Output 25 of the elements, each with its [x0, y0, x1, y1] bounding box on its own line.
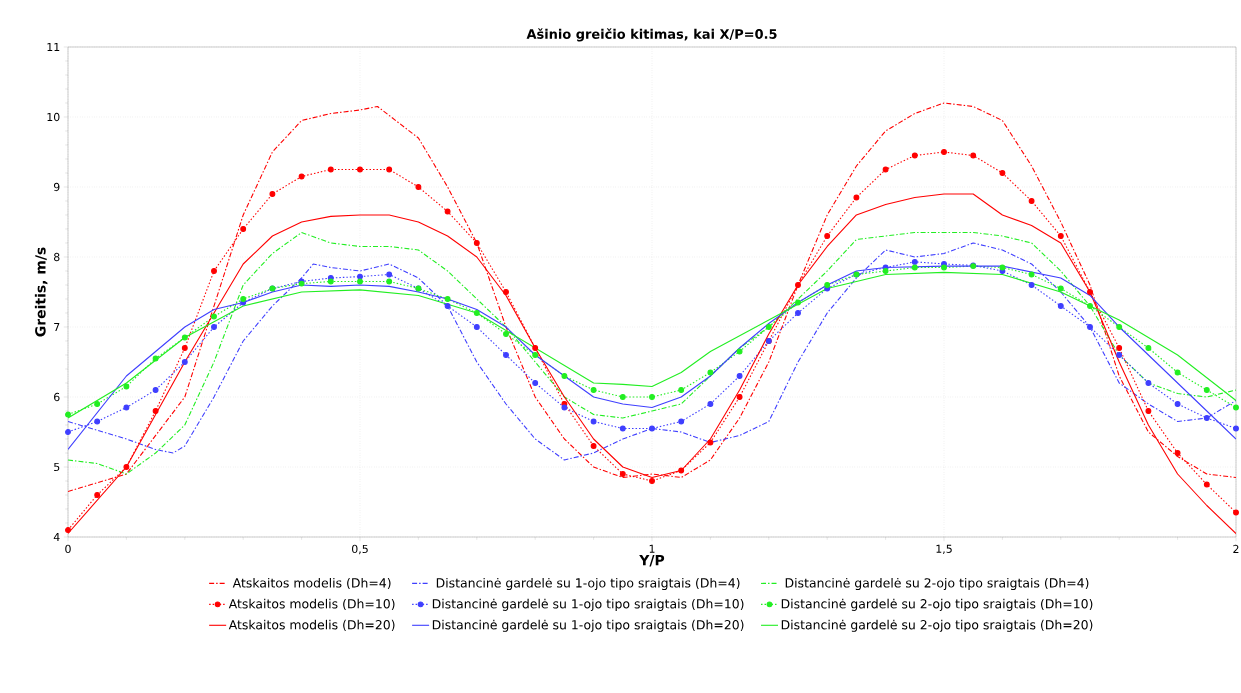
y-axis-title: Greitis, m/s: [34, 247, 48, 337]
x-axis-title: Y/P: [639, 555, 665, 567]
x-tick-label: 2: [1233, 544, 1239, 553]
y-tick-label: 10: [47, 112, 60, 122]
chart-title: Ašinio greičio kitimas, kai X/P=0.5: [526, 28, 777, 42]
x-tick-label: 0: [65, 544, 71, 554]
legend-label: Atskaitos modelis (Dh=4): [232, 577, 391, 590]
legend-label: Distancinė gardelė su 2-ojo tipo sraigtais (Dh=4): [785, 577, 1089, 590]
legend-label: Distancinė gardelė su 2-ojo tipo sraigtais (Dh=10): [781, 598, 1093, 611]
legend-label: Atskaitos modelis (Dh=20): [228, 619, 395, 631]
x-tick-label: 1: [649, 544, 655, 553]
y-tick-label: 5: [54, 462, 60, 472]
legend-label: Distancinė gardelė su 2-ojo tipo sraigtais (Dh=20): [781, 619, 1093, 632]
y-tick-label: 8: [54, 252, 60, 262]
x-tick-label: 0,5: [352, 544, 368, 555]
legend-label: Distancinė gardelė su 1-ojo tipo sraigtais (Dh=10): [432, 598, 744, 611]
y-tick-label: 9: [53, 182, 60, 192]
y-tick-label: 11: [47, 43, 60, 51]
y-tick-label: 7: [54, 323, 60, 331]
y-tick-label: 4: [53, 533, 60, 541]
legend-label: Distancinė gardelė su 1-ojo tipo sraigtais (Dh=20): [432, 619, 744, 632]
x-tick-label: 1,5: [936, 544, 952, 555]
legend-label: Distancinė gardelė su 1-ojo tipo sraigtais (Dh=4): [436, 577, 740, 590]
y-tick-label: 6: [54, 392, 60, 402]
legend-label: Atskaitos modelis (Dh=10): [228, 598, 395, 610]
